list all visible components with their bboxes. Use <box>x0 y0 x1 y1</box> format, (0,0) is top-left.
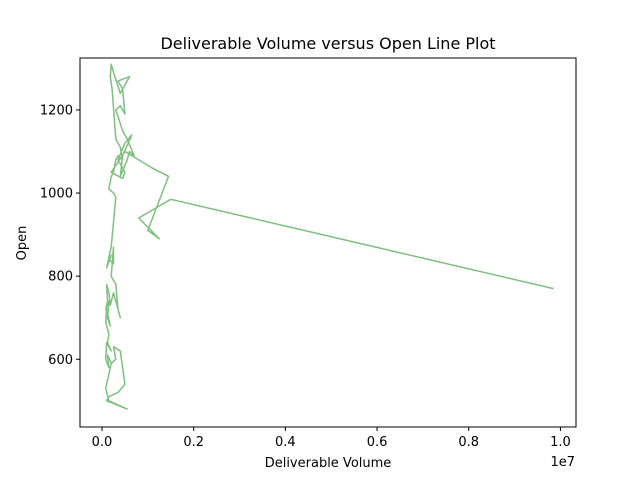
x-tick-label: 0.8 <box>458 435 479 450</box>
x-tick-label: 0.4 <box>275 435 296 450</box>
y-axis-title: Open <box>15 226 30 261</box>
x-tick-label: 0.6 <box>367 435 388 450</box>
x-axis: 0.0 0.2 0.4 0.6 0.8 1.0 <box>92 427 571 450</box>
x-tick-label: 1.0 <box>550 435 571 450</box>
x-axis-title: Deliverable Volume <box>265 456 392 471</box>
y-tick-label: 800 <box>48 270 73 285</box>
chart-title: Deliverable Volume versus Open Line Plot <box>160 34 495 53</box>
plot-frame <box>79 57 577 428</box>
y-tick-label: 1200 <box>40 103 73 118</box>
series-line-0 <box>104 63 554 410</box>
y-axis: 600 800 1000 1200 <box>40 103 80 368</box>
plot-area <box>104 63 554 410</box>
y-tick-label: 600 <box>48 353 73 368</box>
x-tick-label: 0.0 <box>92 435 113 450</box>
y-tick-label: 1000 <box>40 187 73 202</box>
x-axis-offset-label: 1e7 <box>550 455 575 470</box>
x-tick-label: 0.2 <box>183 435 204 450</box>
